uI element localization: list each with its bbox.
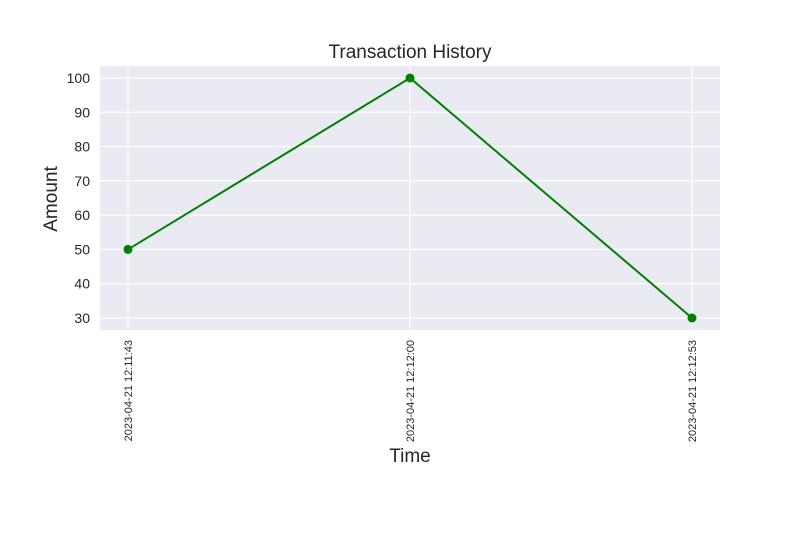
y-tick-label: 100	[67, 70, 91, 86]
y-tick-label: 50	[74, 241, 90, 257]
data-point	[123, 244, 133, 254]
y-tick-label: 70	[74, 173, 90, 189]
y-axis-label: Amount	[41, 166, 62, 232]
y-tick-label: 80	[74, 139, 90, 155]
x-tick-label: 2023-04-21 12:12:00	[405, 340, 417, 442]
data-point	[687, 313, 697, 323]
y-tick-label: 40	[74, 276, 90, 292]
series-layer	[123, 73, 697, 323]
y-tick-label: 60	[74, 207, 90, 223]
data-point	[405, 73, 415, 83]
y-tick-labels: 30 40 50 60 70 80 90 100	[67, 70, 91, 326]
x-tick-label: 2023-04-21 12:12:53	[687, 340, 699, 442]
y-tick-label: 90	[74, 104, 90, 120]
x-axis-label: Time	[389, 446, 431, 467]
x-tick-labels: 2023-04-21 12:11:43 2023-04-21 12:12:00 20…	[123, 340, 699, 442]
chart-title: Transaction History	[329, 42, 492, 63]
grid	[100, 66, 720, 330]
y-tick-label: 30	[74, 310, 90, 326]
x-tick-label: 2023-04-21 12:11:43	[123, 340, 135, 441]
